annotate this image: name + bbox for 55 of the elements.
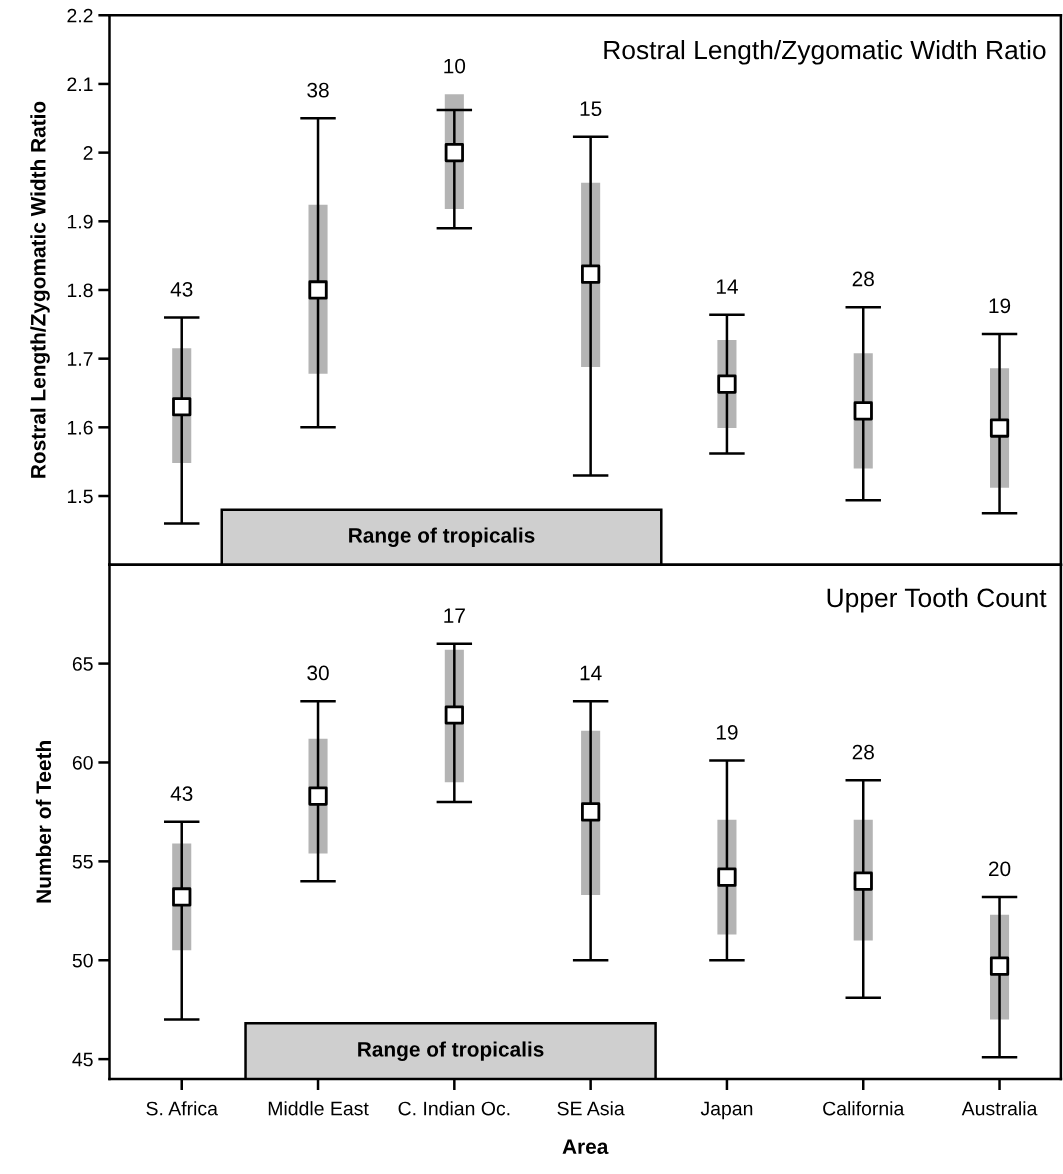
point bbox=[444, 705, 464, 725]
annotation: 19 bbox=[989, 298, 1011, 314]
point bbox=[989, 418, 1010, 438]
x-tick-label: C. Indian Oc. bbox=[398, 1101, 510, 1116]
point bbox=[853, 871, 873, 891]
x-tick-label: SE Asia bbox=[557, 1101, 625, 1116]
y-tick-label: 1.6 bbox=[67, 420, 93, 435]
annotation: 30 bbox=[307, 665, 329, 681]
y-tick-label: 55 bbox=[72, 855, 93, 869]
y-axis-title: Rostral Length/Zygomatic Width Ratio bbox=[30, 101, 50, 478]
text: Rostral Length/Zygomatic Width Ratio bbox=[604, 39, 1046, 65]
point bbox=[581, 264, 601, 284]
y-tick-label: 2.1 bbox=[67, 77, 93, 91]
y-tick-label: 60 bbox=[72, 755, 93, 770]
annotation: Range of tropicalis bbox=[349, 527, 535, 547]
annotation: 14 bbox=[580, 665, 602, 681]
y-tick-label: 45 bbox=[72, 1052, 93, 1067]
annotation: 20 bbox=[989, 861, 1011, 877]
point bbox=[444, 143, 464, 163]
annotation: 15 bbox=[580, 101, 602, 117]
y-tick-label: 1.5 bbox=[67, 489, 93, 504]
point bbox=[717, 867, 737, 887]
y-tick-label: 50 bbox=[72, 953, 93, 968]
annotation: 28 bbox=[852, 271, 874, 287]
point bbox=[581, 802, 601, 822]
x-tick-label: California bbox=[823, 1101, 905, 1116]
y-tick-label: 2.2 bbox=[67, 8, 93, 23]
point bbox=[717, 374, 737, 394]
x-tick-label: S. Africa bbox=[146, 1101, 218, 1116]
y-tick-label: 1.8 bbox=[67, 283, 93, 298]
annotation: 14 bbox=[716, 279, 738, 294]
point bbox=[853, 401, 873, 421]
text: Upper Tooth Count bbox=[827, 587, 1047, 613]
annotation: 43 bbox=[170, 786, 193, 802]
x-tick-label: Middle East bbox=[268, 1101, 369, 1116]
annotation: 19 bbox=[716, 724, 738, 740]
annotation: Range of tropicalis bbox=[358, 1041, 544, 1061]
annotation: 43 bbox=[170, 281, 193, 297]
y-tick-label: 2 bbox=[83, 146, 93, 160]
point bbox=[172, 397, 192, 417]
y-tick-label: 65 bbox=[72, 657, 93, 671]
point bbox=[308, 280, 328, 300]
x-tick-label: Australia bbox=[961, 1101, 1038, 1116]
point bbox=[989, 956, 1010, 976]
x-tick-label: Japan bbox=[700, 1101, 753, 1120]
annotation: 17 bbox=[444, 608, 465, 623]
annotation: 10 bbox=[444, 58, 466, 74]
y-tick-label: 1.7 bbox=[67, 352, 93, 366]
x-axis-title: Area bbox=[562, 1139, 609, 1154]
annotation: 38 bbox=[307, 82, 329, 98]
point bbox=[172, 887, 192, 907]
point bbox=[308, 786, 328, 806]
annotation: 28 bbox=[852, 744, 874, 760]
y-axis-title: Number of Teeth bbox=[35, 741, 52, 903]
y-tick-label: 1.9 bbox=[67, 214, 93, 229]
